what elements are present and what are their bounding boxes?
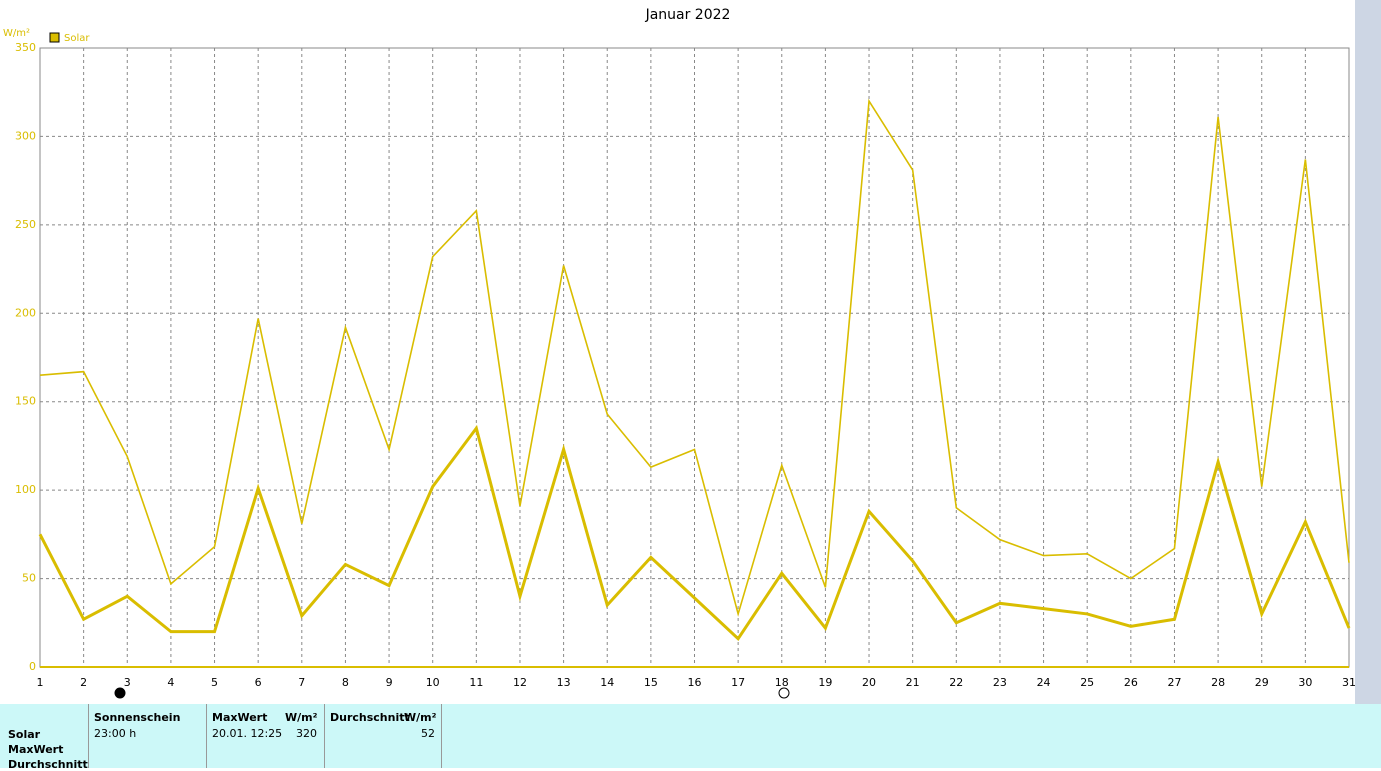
x-tick-label: 5 [211,676,218,689]
separator [88,704,89,768]
y-tick-label: 200 [15,306,36,319]
x-tick-label: 15 [644,676,658,689]
x-tick-label: 24 [1037,676,1051,689]
moon-icon [778,687,790,699]
cell: 23:00 h [94,727,137,740]
x-tick-label: 8 [342,676,349,689]
x-tick-label: 28 [1211,676,1225,689]
x-tick-label: 21 [906,676,920,689]
x-tick-label: 17 [731,676,745,689]
column-header: Sonnenschein [94,711,181,724]
x-tick-label: 22 [949,676,963,689]
y-tick-label: 0 [29,660,36,673]
data-line [39,98,1350,617]
legend-swatch [49,32,60,43]
x-tick-label: 11 [469,676,483,689]
legend-label: Solar [64,33,90,44]
cell: 320 [296,727,317,740]
separator [324,704,325,768]
chart-title: Januar 2022 [645,7,731,23]
moon-icon [114,687,126,699]
x-tick-label: 29 [1255,676,1269,689]
y-tick-label: 150 [15,395,36,408]
y-tick-label: 350 [15,41,36,54]
desktop-edge [1355,0,1381,704]
x-tick-label: 3 [124,676,131,689]
y-tick-label: 100 [15,483,36,496]
row-label: Solar [8,728,41,741]
y-axis-label: W/m² [3,28,30,39]
row-label: Durchschnitt [8,758,88,771]
separator [441,704,442,768]
separator [206,704,207,768]
x-tick-label: 16 [688,676,702,689]
cell: 52 [421,727,435,740]
column-header: MaxWert [212,711,268,724]
data-line [38,424,1351,642]
x-tick-label: 6 [255,676,262,689]
x-tick-label: 27 [1167,676,1181,689]
column-header: Durchschnitt [330,711,410,724]
summary-panel: Solar MaxWert Durchschnitt Sonnenschein … [0,704,1381,771]
column-unit: W/m² [404,711,437,724]
x-tick-label: 31 [1342,676,1356,689]
column-unit: W/m² [285,711,318,724]
x-tick-label: 12 [513,676,527,689]
x-tick-label: 14 [600,676,614,689]
cell: 20.01. 12:25 [212,727,283,740]
x-tick-label: 23 [993,676,1007,689]
x-tick-label: 9 [386,676,393,689]
x-tick-label: 25 [1080,676,1094,689]
x-tick-label: 1 [37,676,44,689]
y-tick-label: 300 [15,129,36,142]
y-tick-label: 250 [15,218,36,231]
x-tick-label: 2 [80,676,87,689]
y-tick-label: 50 [22,572,36,585]
x-tick-label: 18 [775,676,789,689]
x-tick-label: 19 [818,676,832,689]
row-label: MaxWert [8,743,64,756]
x-tick-label: 26 [1124,676,1138,689]
x-tick-label: 13 [557,676,571,689]
x-tick-label: 7 [298,676,305,689]
x-tick-label: 20 [862,676,876,689]
x-tick-label: 30 [1298,676,1312,689]
x-tick-label: 10 [426,676,440,689]
x-tick-label: 4 [167,676,174,689]
